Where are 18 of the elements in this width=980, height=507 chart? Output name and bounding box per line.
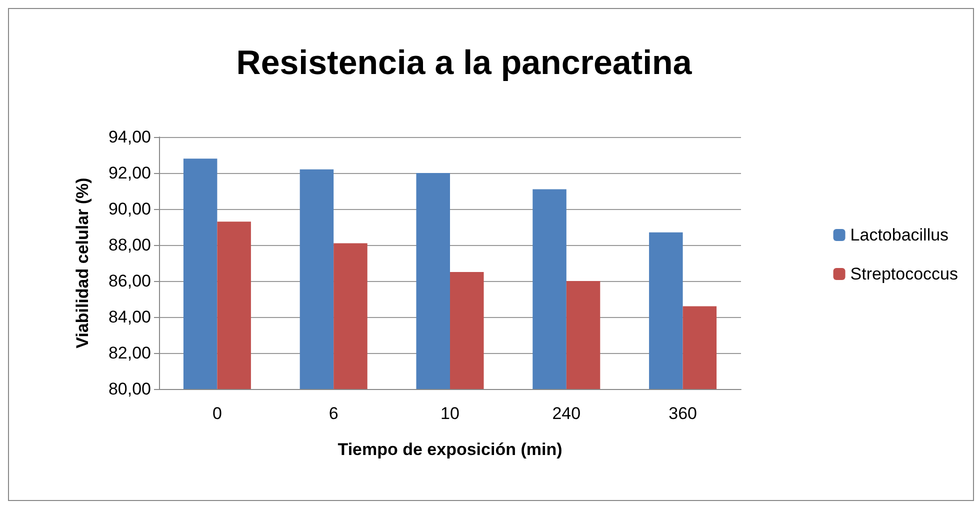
x-tick-label: 6 xyxy=(328,404,338,423)
legend-label: Lactobacillus xyxy=(850,226,949,244)
x-tick-label: 360 xyxy=(668,404,697,423)
x-tick-label: 240 xyxy=(552,404,581,423)
y-tick-label: 82,00 xyxy=(108,344,151,362)
y-tick-label: 86,00 xyxy=(108,272,151,290)
x-axis-title: Tiempo de exposición (min) xyxy=(338,440,562,459)
y-tick-label: 84,00 xyxy=(108,308,151,326)
x-tick-label: 10 xyxy=(440,404,460,423)
chart-title: Resistencia a la pancreatina xyxy=(236,44,693,82)
x-tick-label: 0 xyxy=(212,404,222,423)
y-axis-title: Viabilidad celular (%) xyxy=(73,178,92,348)
legend-label: Streptococcus xyxy=(850,264,958,284)
y-tick-label: 92,00 xyxy=(108,164,151,182)
y-tick-label: 90,00 xyxy=(108,200,151,218)
y-tick-label: 94,00 xyxy=(108,128,151,146)
y-tick-label: 88,00 xyxy=(108,236,151,254)
y-tick-label: 80,00 xyxy=(108,380,151,398)
